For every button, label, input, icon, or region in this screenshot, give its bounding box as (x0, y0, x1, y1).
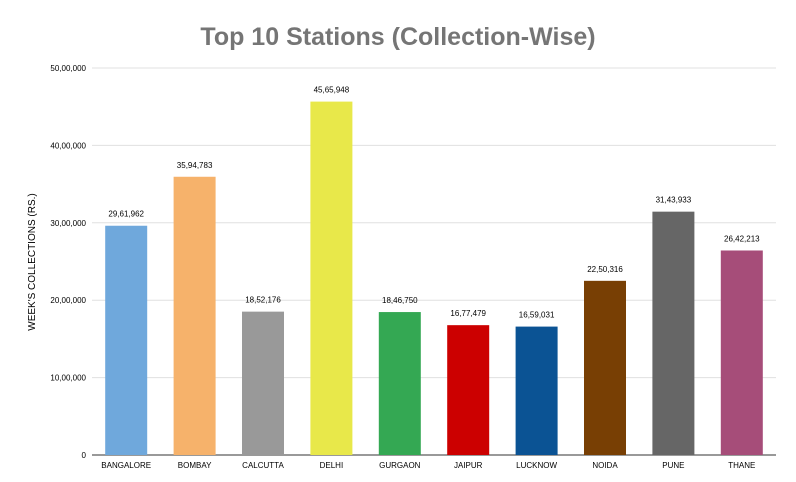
bar-bangalore (105, 225, 148, 455)
data-label-bangalore: 29,61,962 (108, 210, 144, 219)
data-label-noida: 22,50,316 (587, 265, 623, 274)
data-label-pune: 31,43,933 (656, 196, 692, 205)
bar-thane (720, 250, 763, 455)
bar-pune (652, 211, 695, 455)
y-tick-label: 0 (82, 451, 87, 460)
data-label-delhi: 45,65,948 (314, 86, 350, 95)
chart-title: Top 10 Stations (Collection-Wise) (200, 23, 595, 51)
bar-jaipur (447, 325, 490, 455)
x-axis-categories: BANGALORE BOMBAY CALCUTTA DELHI GURGAON JAIPU… (101, 461, 755, 470)
category-label-noida: NOIDA (592, 461, 618, 470)
category-label-jaipur: JAIPUR (454, 461, 483, 470)
data-labels: 29,61,962 35,94,783 18,52,176 45,65,948 18,4… (108, 86, 760, 320)
data-label-gurgaon: 18,46,750 (382, 296, 418, 305)
bars (105, 101, 763, 455)
bar-bombay (173, 176, 216, 455)
category-label-pune: PUNE (662, 461, 684, 470)
bar-noida (584, 280, 626, 455)
category-label-calcutta: CALCUTTA (242, 461, 284, 470)
category-label-delhi: DELHI (320, 461, 344, 470)
category-label-bangalore: BANGALORE (101, 461, 151, 470)
bar-calcutta (242, 311, 284, 455)
bar-lucknow (515, 326, 558, 455)
data-label-calcutta: 18,52,176 (245, 296, 281, 305)
category-label-gurgaon: GURGAON (379, 461, 421, 470)
data-label-lucknow: 16,59,031 (519, 311, 555, 320)
y-tick-label: 40,00,000 (50, 141, 86, 150)
bar-delhi (310, 101, 353, 455)
y-tick-label: 30,00,000 (50, 219, 86, 228)
data-label-bombay: 35,94,783 (177, 161, 213, 170)
category-label-thane: THANE (728, 461, 755, 470)
bar-gurgaon (378, 312, 421, 455)
category-label-lucknow: LUCKNOW (516, 461, 557, 470)
y-tick-label: 50,00,000 (50, 64, 86, 73)
category-label-bombay: BOMBAY (178, 461, 212, 470)
data-label-jaipur: 16,77,479 (450, 309, 486, 318)
y-tick-label: 10,00,000 (50, 374, 86, 383)
y-tick-label: 20,00,000 (50, 296, 86, 305)
data-label-thane: 26,42,213 (724, 234, 760, 243)
y-axis-ticks: 0 10,00,000 20,00,000 30,00,000 40,00,000 50,… (50, 64, 86, 460)
y-axis-label: WEEK'S COLLECTIONS (RS.) (27, 193, 38, 331)
